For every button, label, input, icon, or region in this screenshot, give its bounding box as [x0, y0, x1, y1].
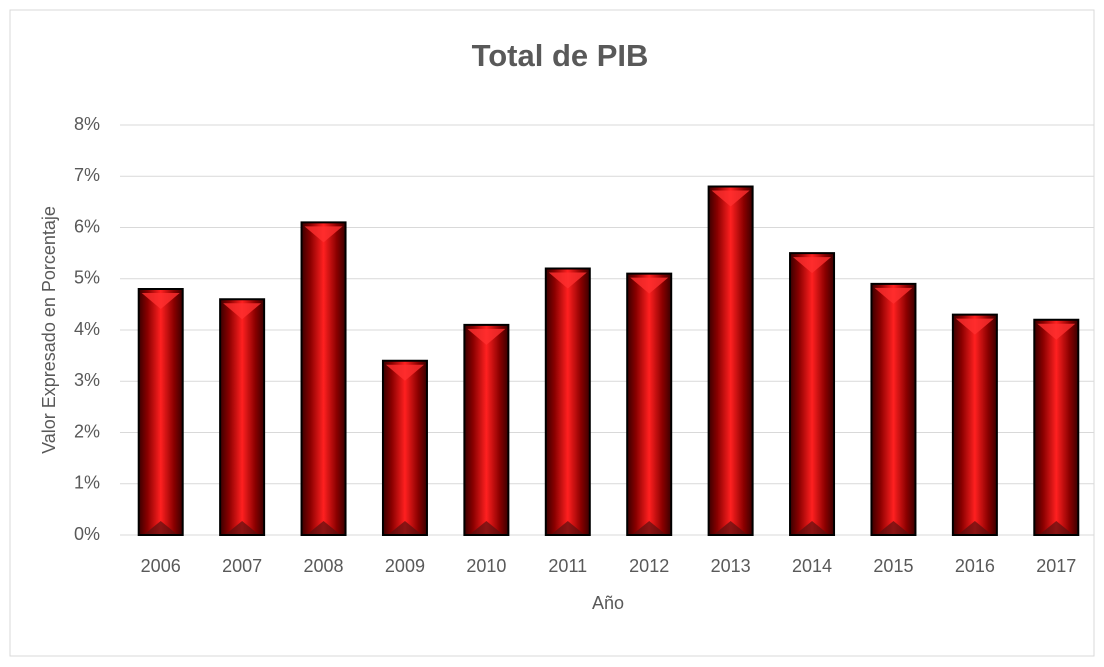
x-tick-label: 2007 — [222, 556, 262, 576]
x-axis-label: Año — [592, 593, 624, 613]
bar-bevel — [958, 521, 991, 534]
x-tick-label: 2013 — [711, 556, 751, 576]
x-tick-label: 2017 — [1036, 556, 1076, 576]
x-tick-label: 2012 — [629, 556, 669, 576]
bar-bevel — [1037, 323, 1076, 340]
bar-bevel — [548, 272, 587, 289]
bar-bevel — [307, 521, 340, 534]
bar-bevel — [223, 303, 262, 320]
bar — [870, 282, 917, 536]
bar — [1033, 318, 1080, 536]
y-tick-label: 6% — [74, 216, 100, 236]
x-tick-label: 2010 — [466, 556, 506, 576]
y-tick-label: 8% — [74, 114, 100, 134]
bar — [951, 313, 998, 536]
y-tick-label: 4% — [74, 319, 100, 339]
bar-bevel — [793, 257, 832, 274]
bar — [707, 185, 754, 536]
x-tick-label: 2006 — [141, 556, 181, 576]
bar-bevel — [144, 521, 177, 534]
bar — [544, 267, 591, 536]
bar — [789, 252, 836, 536]
bar-bevel — [304, 226, 343, 243]
x-tick-label: 2016 — [955, 556, 995, 576]
y-tick-label: 2% — [74, 421, 100, 441]
bar-bevel — [470, 521, 503, 534]
y-tick-label: 5% — [74, 268, 100, 288]
bar-bevel — [711, 190, 750, 207]
x-tick-label: 2014 — [792, 556, 832, 576]
bar-bevel — [141, 293, 180, 309]
bar-bevel — [955, 318, 994, 335]
bar-bevel — [630, 277, 669, 294]
bar — [381, 359, 428, 536]
bar-bevel — [388, 521, 421, 534]
bar — [137, 288, 184, 536]
y-tick-label: 1% — [74, 473, 100, 493]
bar-bevel — [796, 521, 829, 534]
bar — [463, 323, 510, 536]
bar — [219, 298, 266, 536]
bar — [626, 272, 673, 536]
y-tick-label: 7% — [74, 165, 100, 185]
chart-title: Total de PIB — [472, 38, 649, 73]
x-tick-label: 2009 — [385, 556, 425, 576]
bar-bevel — [226, 521, 259, 534]
x-tick-label: 2011 — [548, 556, 587, 576]
bar-bevel — [633, 521, 666, 534]
bar-bevel — [1040, 521, 1073, 534]
bar-bevel — [877, 521, 910, 534]
bar-bevel — [467, 328, 506, 345]
bar-bevel — [714, 521, 747, 534]
bar — [300, 221, 347, 536]
x-tick-label: 2008 — [304, 556, 344, 576]
bar-bevel — [874, 287, 913, 304]
x-tick-label: 2015 — [873, 556, 913, 576]
bar-bevel — [551, 521, 584, 534]
bar-bevel — [385, 364, 424, 381]
y-axis-label: Valor Expresado en Porcentaje — [39, 206, 59, 454]
y-tick-label: 3% — [74, 370, 100, 390]
y-tick-label: 0% — [74, 524, 100, 544]
